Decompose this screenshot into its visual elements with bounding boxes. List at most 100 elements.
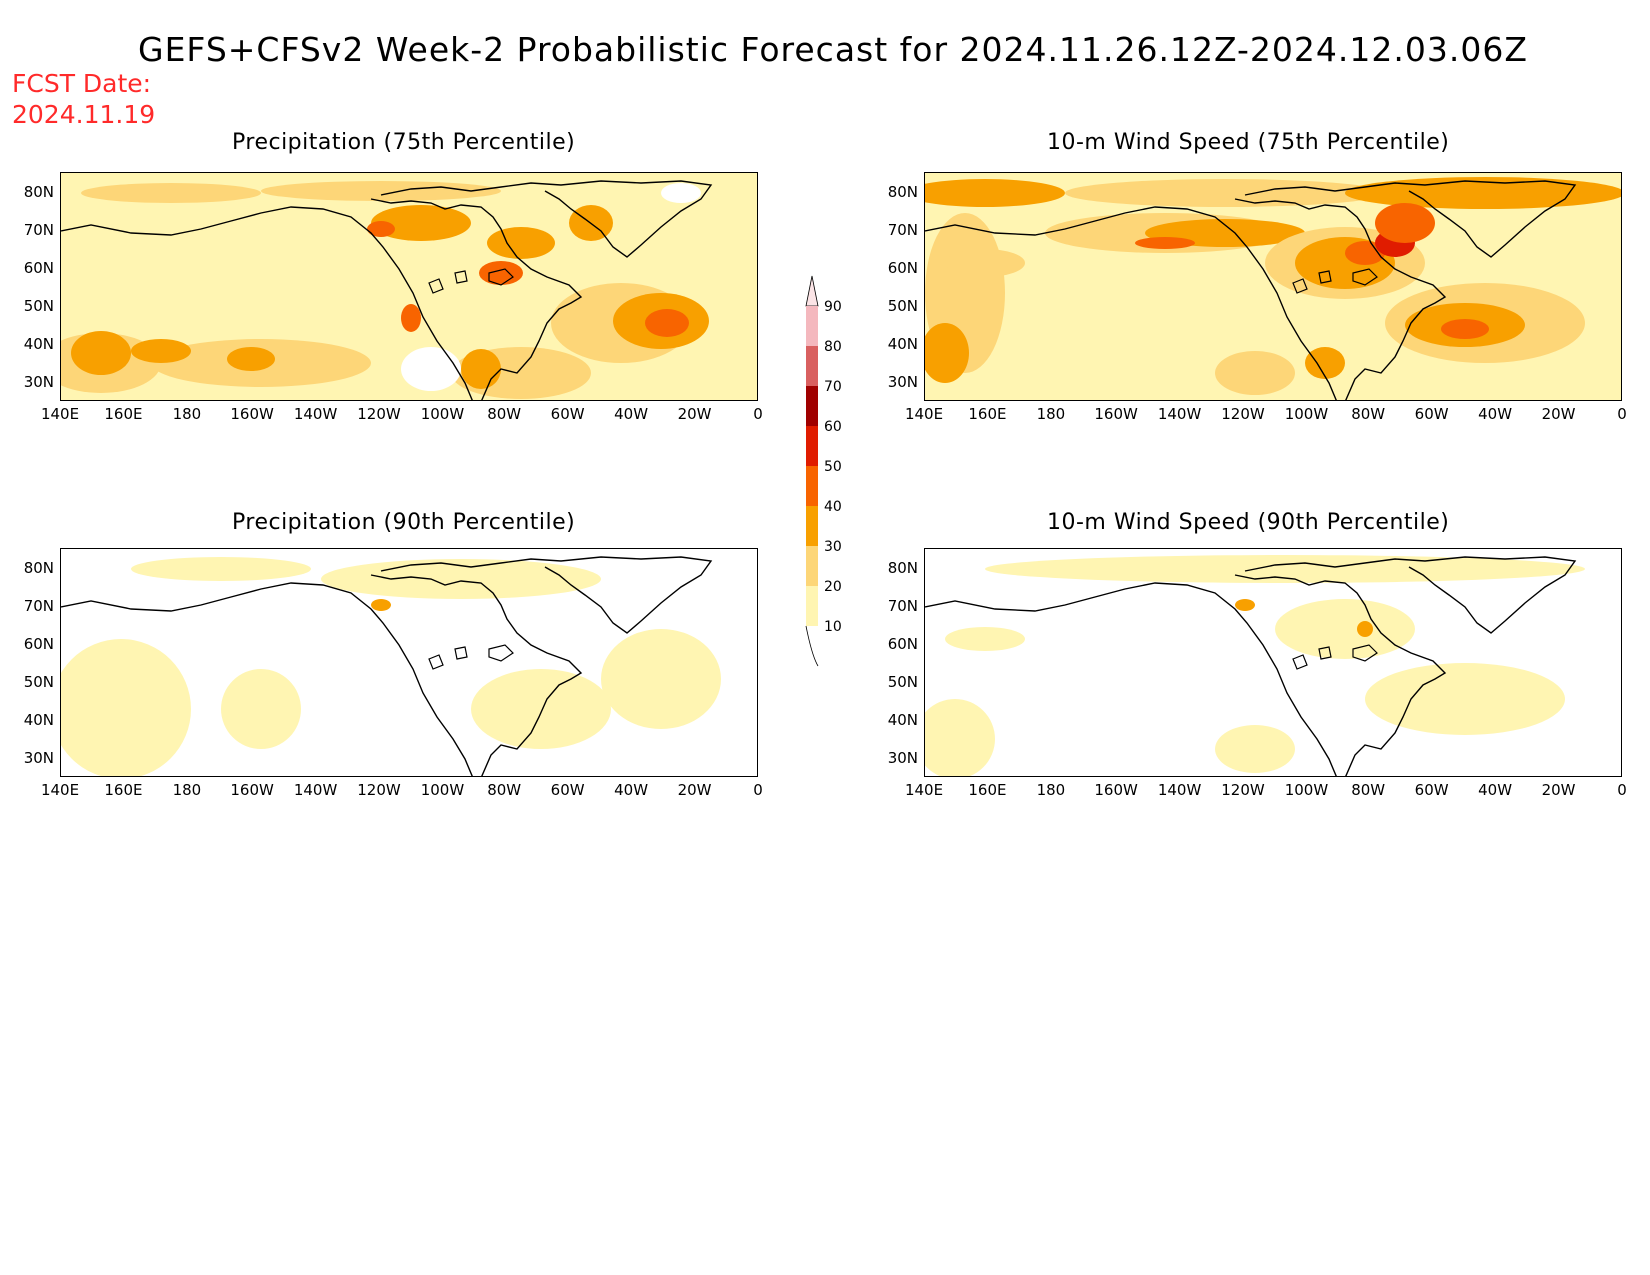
colorbar-swatch (806, 346, 818, 386)
lakes-outline (428, 644, 514, 670)
colorbar-level-label: 40 (824, 499, 842, 515)
lon-tick-label: 0 (1617, 781, 1627, 799)
probability-contour (71, 331, 131, 375)
lon-tick-label: 120W (357, 405, 401, 423)
probability-contour (925, 179, 1065, 207)
map-precip-90th (60, 548, 758, 777)
probability-contour (1065, 179, 1385, 207)
lon-tick-label: 120W (1221, 405, 1265, 423)
lat-tick-label: 70N (887, 221, 918, 239)
probability-contour (1357, 621, 1373, 637)
probability-contour (661, 183, 701, 203)
lat-tick-label: 30N (23, 373, 54, 391)
lon-tick-label: 140E (904, 405, 944, 423)
probability-contour (645, 309, 689, 337)
colorbar-swatch (806, 506, 818, 546)
probability-contour (1375, 203, 1435, 243)
probability-contour (479, 261, 523, 285)
lon-tick-label: 40W (1478, 781, 1513, 799)
lon-tick-label: 100W (420, 781, 465, 799)
lon-tick-label: 60W (550, 781, 585, 799)
lon-tick-label: 20W (1541, 781, 1576, 799)
lat-tick-label: 30N (23, 749, 54, 767)
forecast-date-label: FCST Date: 2024.11.19 (12, 68, 155, 130)
map-wind-75th (924, 172, 1622, 401)
map-field (925, 549, 1621, 776)
lon-tick-label: 180 (172, 781, 202, 799)
colorbar-tail (805, 625, 819, 667)
lon-tick-label: 80W (487, 405, 522, 423)
probability-contour (1441, 319, 1489, 339)
colorbar-level-label: 50 (824, 459, 842, 475)
coastline (925, 556, 1577, 776)
probability-contour (471, 669, 611, 749)
panel-title-wind-75: 10-m Wind Speed (75th Percentile) (1047, 130, 1450, 155)
lakes-outline (428, 268, 514, 294)
lon-tick-label: 80W (487, 781, 522, 799)
probability-contour (371, 599, 391, 611)
lat-tick-label: 80N (23, 183, 54, 201)
lat-tick-label: 60N (887, 259, 918, 277)
lon-tick-label: 80W (1351, 781, 1386, 799)
lat-tick-label: 40N (23, 335, 54, 353)
colorbar: 90 80 70 60 50 40 30 20 10 (805, 275, 842, 667)
lat-tick-label: 30N (887, 373, 918, 391)
probability-contour (925, 323, 969, 383)
map-field (61, 173, 757, 400)
lon-tick-label: 120W (357, 781, 401, 799)
lon-tick-label: 140W (293, 781, 338, 799)
probability-contour (1345, 177, 1621, 209)
probability-contour (131, 339, 191, 363)
fcst-label: FCST Date: (12, 69, 152, 98)
probability-contour (487, 227, 555, 259)
colorbar-swatch (806, 426, 818, 466)
colorbar-level-label: 10 (824, 619, 842, 635)
lon-tick-label: 0 (753, 781, 763, 799)
probability-contour (985, 555, 1585, 583)
lon-tick-label: 40W (1478, 405, 1513, 423)
colorbar-level-label: 70 (824, 379, 842, 395)
lon-tick-label: 60W (550, 405, 585, 423)
probability-contour (401, 304, 421, 332)
probability-contour (1305, 347, 1345, 379)
lat-tick-label: 70N (887, 597, 918, 615)
probability-contour (261, 181, 501, 201)
panel-title-wind-90: 10-m Wind Speed (90th Percentile) (1047, 510, 1450, 535)
lon-tick-label: 140W (293, 405, 338, 423)
lon-tick-label: 120W (1221, 781, 1265, 799)
probability-contour (601, 629, 721, 729)
lat-tick-label: 50N (23, 297, 54, 315)
lat-tick-label: 50N (887, 297, 918, 315)
lon-tick-label: 0 (1617, 405, 1627, 423)
lakes-outline (1292, 644, 1378, 670)
map-field (61, 549, 757, 776)
colorbar-swatch (806, 546, 818, 586)
probability-contour (945, 249, 1025, 277)
probability-contour (81, 183, 261, 203)
lon-tick-label: 160E (968, 405, 1007, 423)
lon-tick-label: 140E (40, 781, 80, 799)
lon-tick-label: 100W (1284, 781, 1329, 799)
lat-tick-label: 60N (23, 635, 54, 653)
lon-tick-label: 160W (1094, 405, 1138, 423)
colorbar-swatch (806, 466, 818, 506)
probability-contour (945, 627, 1025, 651)
colorbar-swatch (806, 306, 818, 346)
coastline (61, 556, 713, 776)
lon-tick-label: 180 (172, 405, 202, 423)
panel-title-precip-75: Precipitation (75th Percentile) (232, 130, 576, 155)
lon-tick-label: 140W (1157, 781, 1202, 799)
lon-tick-label: 80W (1351, 405, 1386, 423)
lat-tick-label: 60N (887, 635, 918, 653)
lat-tick-label: 40N (887, 711, 918, 729)
lon-tick-label: 160W (1094, 781, 1138, 799)
probability-contour (925, 699, 995, 776)
lon-tick-label: 60W (1414, 405, 1449, 423)
probability-contour (401, 347, 461, 391)
lat-tick-label: 80N (887, 183, 918, 201)
lat-tick-label: 80N (887, 559, 918, 577)
lon-tick-label: 40W (614, 405, 649, 423)
colorbar-level-label: 20 (824, 579, 842, 595)
lat-tick-label: 50N (887, 673, 918, 691)
figure-title: GEFS+CFSv2 Week-2 Probabilistic Forecast… (138, 30, 1528, 69)
